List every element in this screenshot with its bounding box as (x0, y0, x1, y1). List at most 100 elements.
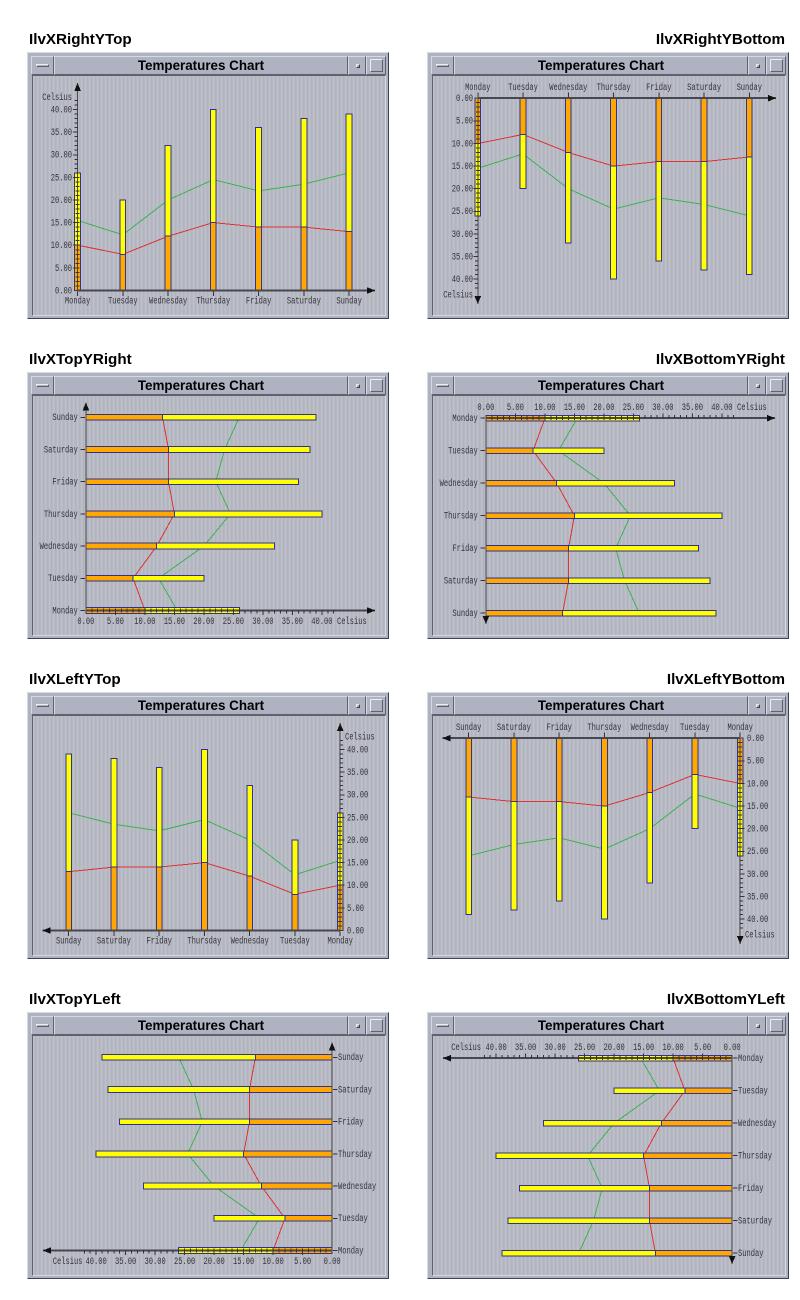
svg-text:Sunday: Sunday (336, 295, 362, 307)
svg-text:35.00: 35.00 (515, 1042, 536, 1054)
svg-text:Friday: Friday (146, 935, 172, 947)
svg-text:Friday: Friday (452, 543, 478, 555)
svg-text:0.00: 0.00 (347, 925, 364, 937)
svg-text:5.00: 5.00 (107, 616, 124, 628)
svg-text:Sunday: Sunday (456, 722, 482, 734)
svg-text:20.00: 20.00 (452, 183, 473, 195)
svg-text:30.00: 30.00 (544, 1042, 565, 1054)
svg-text:Wednesday: Wednesday (149, 295, 188, 307)
svg-text:20.00: 20.00 (747, 823, 768, 835)
svg-text:10.00: 10.00 (262, 1256, 283, 1268)
svg-text:Friday: Friday (246, 295, 272, 307)
svg-text:10.00: 10.00 (534, 402, 555, 414)
svg-text:Tuesday: Tuesday (280, 935, 310, 947)
svg-text:Tuesday: Tuesday (508, 82, 538, 94)
svg-text:Saturday: Saturday (687, 82, 721, 94)
svg-text:Thursday: Thursday (196, 295, 230, 307)
svg-text:25.00: 25.00 (623, 402, 644, 414)
svg-text:5.00: 5.00 (694, 1042, 711, 1054)
svg-text:Wednesday: Wednesday (549, 82, 588, 94)
svg-text:Friday: Friday (338, 1116, 364, 1128)
svg-text:35.00: 35.00 (682, 402, 703, 414)
svg-text:Friday: Friday (546, 722, 572, 734)
svg-text:20.00: 20.00 (193, 616, 214, 628)
svg-text:15.00: 15.00 (747, 801, 768, 813)
svg-text:Celsius: Celsius (337, 616, 367, 628)
svg-text:5.00: 5.00 (347, 903, 364, 915)
svg-text:Wednesday: Wednesday (631, 722, 670, 734)
svg-text:Thursday: Thursday (44, 509, 78, 521)
svg-text:Monday: Monday (327, 935, 353, 947)
svg-text:Wednesday: Wednesday (40, 541, 79, 553)
svg-text:Saturday: Saturday (738, 1215, 772, 1227)
svg-text:Monday: Monday (338, 1245, 364, 1257)
svg-text:Celsius: Celsius (53, 1256, 83, 1268)
svg-text:40.00: 40.00 (485, 1042, 506, 1054)
svg-text:15.00: 15.00 (164, 616, 185, 628)
svg-text:25.00: 25.00 (347, 812, 368, 824)
svg-text:Tuesday: Tuesday (48, 573, 78, 585)
svg-text:Saturday: Saturday (338, 1084, 372, 1096)
svg-text:25.00: 25.00 (223, 616, 244, 628)
svg-text:Friday: Friday (52, 476, 78, 488)
svg-text:0.00: 0.00 (77, 616, 94, 628)
svg-text:40.00: 40.00 (85, 1256, 106, 1268)
svg-text:Wednesday: Wednesday (231, 935, 270, 947)
svg-text:30.00: 30.00 (452, 229, 473, 241)
svg-text:5.00: 5.00 (747, 755, 764, 767)
svg-text:20.00: 20.00 (603, 1042, 624, 1054)
svg-text:30.00: 30.00 (747, 869, 768, 881)
svg-text:Saturday: Saturday (444, 575, 478, 587)
svg-text:Sunday: Sunday (452, 608, 478, 620)
svg-text:10.00: 10.00 (347, 880, 368, 892)
svg-text:5.00: 5.00 (456, 115, 473, 127)
svg-text:5.00: 5.00 (294, 1256, 311, 1268)
svg-text:0.00: 0.00 (747, 733, 764, 745)
svg-text:15.00: 15.00 (51, 217, 72, 229)
svg-text:30.00: 30.00 (652, 402, 673, 414)
svg-text:Monday: Monday (727, 722, 753, 734)
svg-text:Celsius: Celsius (745, 929, 775, 941)
svg-text:Monday: Monday (465, 82, 491, 94)
svg-text:15.00: 15.00 (564, 402, 585, 414)
svg-text:Wednesday: Wednesday (338, 1181, 377, 1193)
svg-text:15.00: 15.00 (347, 857, 368, 869)
svg-text:10.00: 10.00 (51, 240, 72, 252)
svg-text:0.00: 0.00 (477, 402, 494, 414)
svg-text:10.00: 10.00 (662, 1042, 683, 1054)
svg-text:40.00: 40.00 (311, 616, 332, 628)
svg-text:35.00: 35.00 (747, 891, 768, 903)
svg-text:30.00: 30.00 (144, 1256, 165, 1268)
svg-text:10.00: 10.00 (747, 778, 768, 790)
svg-text:Thursday: Thursday (597, 82, 631, 94)
svg-text:Saturday: Saturday (97, 935, 131, 947)
svg-text:40.00: 40.00 (747, 914, 768, 926)
svg-text:15.00: 15.00 (233, 1256, 254, 1268)
svg-text:Saturday: Saturday (497, 722, 531, 734)
svg-text:Celsius: Celsius (443, 289, 473, 301)
svg-text:25.00: 25.00 (574, 1042, 595, 1054)
svg-text:Saturday: Saturday (44, 444, 78, 456)
svg-text:0.00: 0.00 (456, 93, 473, 105)
svg-text:25.00: 25.00 (747, 846, 768, 858)
svg-text:20.00: 20.00 (593, 402, 614, 414)
svg-text:5.00: 5.00 (507, 402, 524, 414)
svg-text:0.00: 0.00 (55, 285, 72, 297)
svg-text:Sunday: Sunday (56, 935, 82, 947)
svg-text:Tuesday: Tuesday (738, 1085, 768, 1097)
svg-text:Monday: Monday (65, 295, 91, 307)
svg-text:15.00: 15.00 (633, 1042, 654, 1054)
svg-text:Sunday: Sunday (737, 82, 763, 94)
svg-text:20.00: 20.00 (203, 1256, 224, 1268)
svg-text:Friday: Friday (738, 1183, 764, 1195)
svg-text:Celsius: Celsius (42, 92, 72, 104)
svg-text:Wednesday: Wednesday (738, 1118, 777, 1130)
svg-text:Wednesday: Wednesday (440, 478, 479, 490)
svg-text:Monday: Monday (452, 413, 478, 425)
svg-text:Tuesday: Tuesday (448, 445, 478, 457)
svg-text:40.00: 40.00 (51, 104, 72, 116)
svg-text:Saturday: Saturday (287, 295, 321, 307)
svg-text:Celsius: Celsius (345, 731, 375, 743)
svg-text:Celsius: Celsius (451, 1042, 481, 1054)
svg-text:15.00: 15.00 (452, 161, 473, 173)
